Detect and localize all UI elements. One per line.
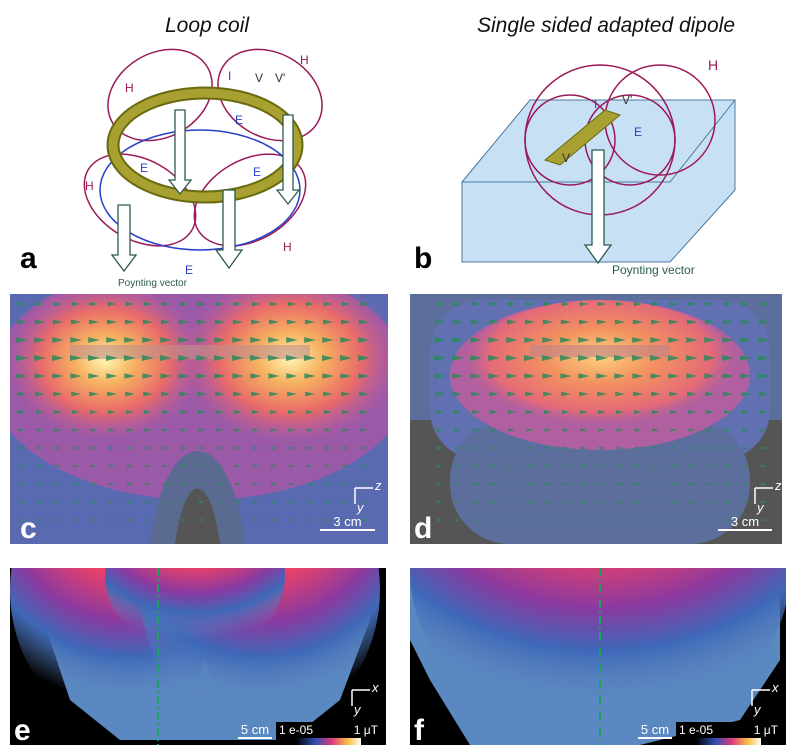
panel-label: c	[20, 512, 37, 545]
scale-label: 5 cm	[641, 722, 669, 737]
column-title: Single sided adapted dipole	[477, 14, 735, 37]
field-label: V'	[622, 93, 632, 107]
panel-label: e	[14, 714, 31, 745]
caption: Poynting vector	[118, 278, 188, 289]
field-label: E	[140, 161, 148, 175]
field-label: H	[125, 81, 134, 95]
panel-label: f	[414, 714, 425, 745]
field-label: I	[594, 97, 597, 111]
loop-coil-diagram	[68, 31, 339, 271]
scale-label: 3 cm	[731, 514, 759, 529]
colorbar-label: 1 μT	[754, 723, 779, 737]
field-label: E	[185, 263, 193, 277]
field-label: E	[235, 113, 243, 127]
field-label: V	[255, 71, 263, 85]
field-label: V	[562, 151, 570, 165]
field-label: H	[300, 53, 309, 67]
field-label: H	[283, 240, 292, 254]
axis-label: z	[774, 478, 782, 493]
colorbar-gradient	[696, 738, 761, 745]
field-map-c	[0, 260, 410, 544]
field-map-d	[410, 294, 782, 544]
figure: Loop coil Single sided adapted dipole H …	[0, 0, 796, 745]
field-label: H	[85, 179, 94, 193]
panel-label: d	[414, 512, 432, 545]
colorbar-label: 1 μT	[354, 723, 379, 737]
caption: Poynting vector	[612, 263, 695, 277]
column-title: Loop coil	[165, 14, 250, 37]
colorbar-gradient	[296, 738, 361, 745]
dipole-diagram	[462, 65, 735, 263]
colorbar-label: 1 e-05	[279, 723, 313, 737]
colorbar-label: 1 e-05	[679, 723, 713, 737]
axis-label: x	[771, 680, 779, 695]
axis-label: x	[371, 680, 379, 695]
field-label: I	[228, 69, 231, 83]
panel-label: a	[20, 242, 37, 275]
field-label: E	[634, 125, 642, 139]
panel-label: b	[414, 242, 432, 275]
field-label: E	[253, 165, 261, 179]
axis-label: z	[374, 478, 382, 493]
scale-label: 3 cm	[333, 514, 361, 529]
field-label: H	[708, 57, 718, 73]
scale-label: 5 cm	[241, 722, 269, 737]
field-label: V'	[275, 71, 285, 85]
